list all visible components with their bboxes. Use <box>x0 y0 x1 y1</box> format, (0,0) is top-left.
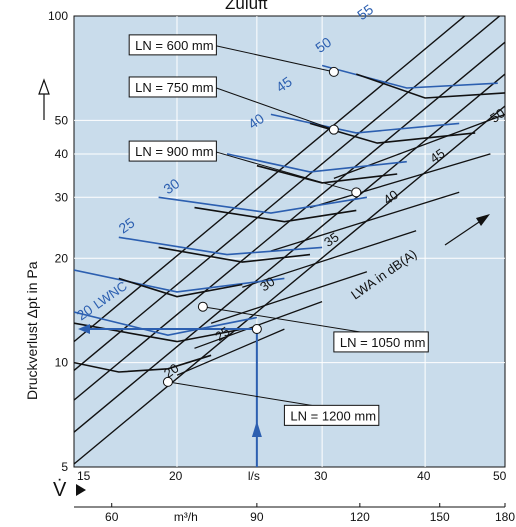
secondary-tick-label: 90 <box>250 510 264 524</box>
lwa-value-label: 35 <box>321 229 341 250</box>
y-arrow <box>38 78 50 120</box>
secondary-tick-label: 180 <box>495 510 515 524</box>
lwa-value-label: 25 <box>212 323 232 344</box>
annotation-box <box>333 331 429 353</box>
example-arrow-up-icon <box>251 421 262 437</box>
annotation-marker <box>351 187 362 198</box>
annotation-label: LN = 600 mm <box>135 38 213 53</box>
labels: 1520304050l/s5102030405010020LWNC2530354… <box>48 1 508 483</box>
lwnc-curve <box>194 206 357 223</box>
annotation-label: LN = 1050 mm <box>340 335 426 350</box>
annotation-marker <box>162 376 173 387</box>
lwnc-curve <box>158 246 311 263</box>
y-tick-label: 10 <box>55 356 69 370</box>
lwnc-curve <box>74 269 285 293</box>
lwa-line <box>176 328 285 376</box>
lwa-line <box>242 230 417 288</box>
lwa-value-label: 50 <box>487 105 507 126</box>
lwa-value-label: 45 <box>427 146 447 167</box>
lwa-line <box>309 153 491 209</box>
y-tick-label: 50 <box>55 113 69 127</box>
secondary-x-axis: 60 90 120 150 180 m³/h <box>74 503 515 524</box>
secondary-tick-label: 120 <box>350 510 370 524</box>
curves <box>74 16 505 467</box>
x-tick-label: 20 <box>169 469 183 483</box>
x-tick-label: 50 <box>493 469 507 483</box>
annotation-marker <box>328 124 339 135</box>
lwa-arrow-line <box>444 217 486 246</box>
pressure-line <box>74 105 505 465</box>
lwa-line <box>210 271 368 324</box>
lwnc-curve <box>158 196 368 214</box>
y-tick-label: 100 <box>48 9 68 23</box>
y-tick-label: 40 <box>55 147 69 161</box>
annotation-box <box>128 34 217 56</box>
lwa-arrow-icon <box>476 214 490 226</box>
lwnc-curve <box>118 277 243 298</box>
pressure-line <box>74 16 466 343</box>
x-tick-label: 40 <box>417 469 431 483</box>
x-unit-label: l/s <box>248 469 260 483</box>
annotation-leader <box>216 45 334 73</box>
lwa-value-label: 30 <box>257 274 277 295</box>
secondary-tick-label: 60 <box>105 510 119 524</box>
annotation-box <box>283 404 380 426</box>
x-tick-label: 30 <box>314 469 328 483</box>
chart-title: Zuluft <box>225 0 268 13</box>
lwa-value-label: 40 <box>381 187 401 208</box>
example-marker <box>251 324 262 335</box>
annotation-box <box>128 140 217 162</box>
lwnc-curve <box>74 311 258 337</box>
x-axis-symbol: V̇ <box>53 479 67 501</box>
pressure-line <box>74 16 501 371</box>
lwnc-curve <box>356 73 505 99</box>
lwa-value-label: 20 <box>161 360 181 381</box>
lwnc-curve <box>118 236 323 256</box>
annotation-leader <box>216 87 335 131</box>
x-arrow-icon <box>76 484 86 496</box>
y-tick-label: 30 <box>55 190 69 204</box>
annotation-marker <box>328 66 339 77</box>
example-arrow-left-icon <box>78 324 90 335</box>
y-tick-label: 20 <box>55 251 69 265</box>
x-tick-label: 15 <box>77 469 91 483</box>
annotation-leader <box>216 151 357 193</box>
lwnc-curve <box>321 64 498 89</box>
y-tick-label: 5 <box>61 460 68 474</box>
annotation-label: LN = 900 mm <box>135 144 213 159</box>
lwnc-curve <box>270 113 460 134</box>
y-axis-label: Druckverlust Δpt in Pa <box>24 261 40 400</box>
annotation-label: LN = 750 mm <box>135 80 213 95</box>
clipped-curves <box>74 16 505 465</box>
lwnc-curve <box>226 153 407 173</box>
annotation-box <box>128 76 217 98</box>
lwa-line <box>270 191 460 252</box>
annotation-label: LN = 1200 mm <box>290 408 376 423</box>
secondary-unit-label: m³/h <box>174 510 198 524</box>
lwa-line <box>333 113 505 180</box>
lwnc-curve <box>74 354 212 373</box>
annotation-marker <box>197 301 208 312</box>
secondary-tick-label: 150 <box>430 510 450 524</box>
pressure-line <box>74 73 505 433</box>
